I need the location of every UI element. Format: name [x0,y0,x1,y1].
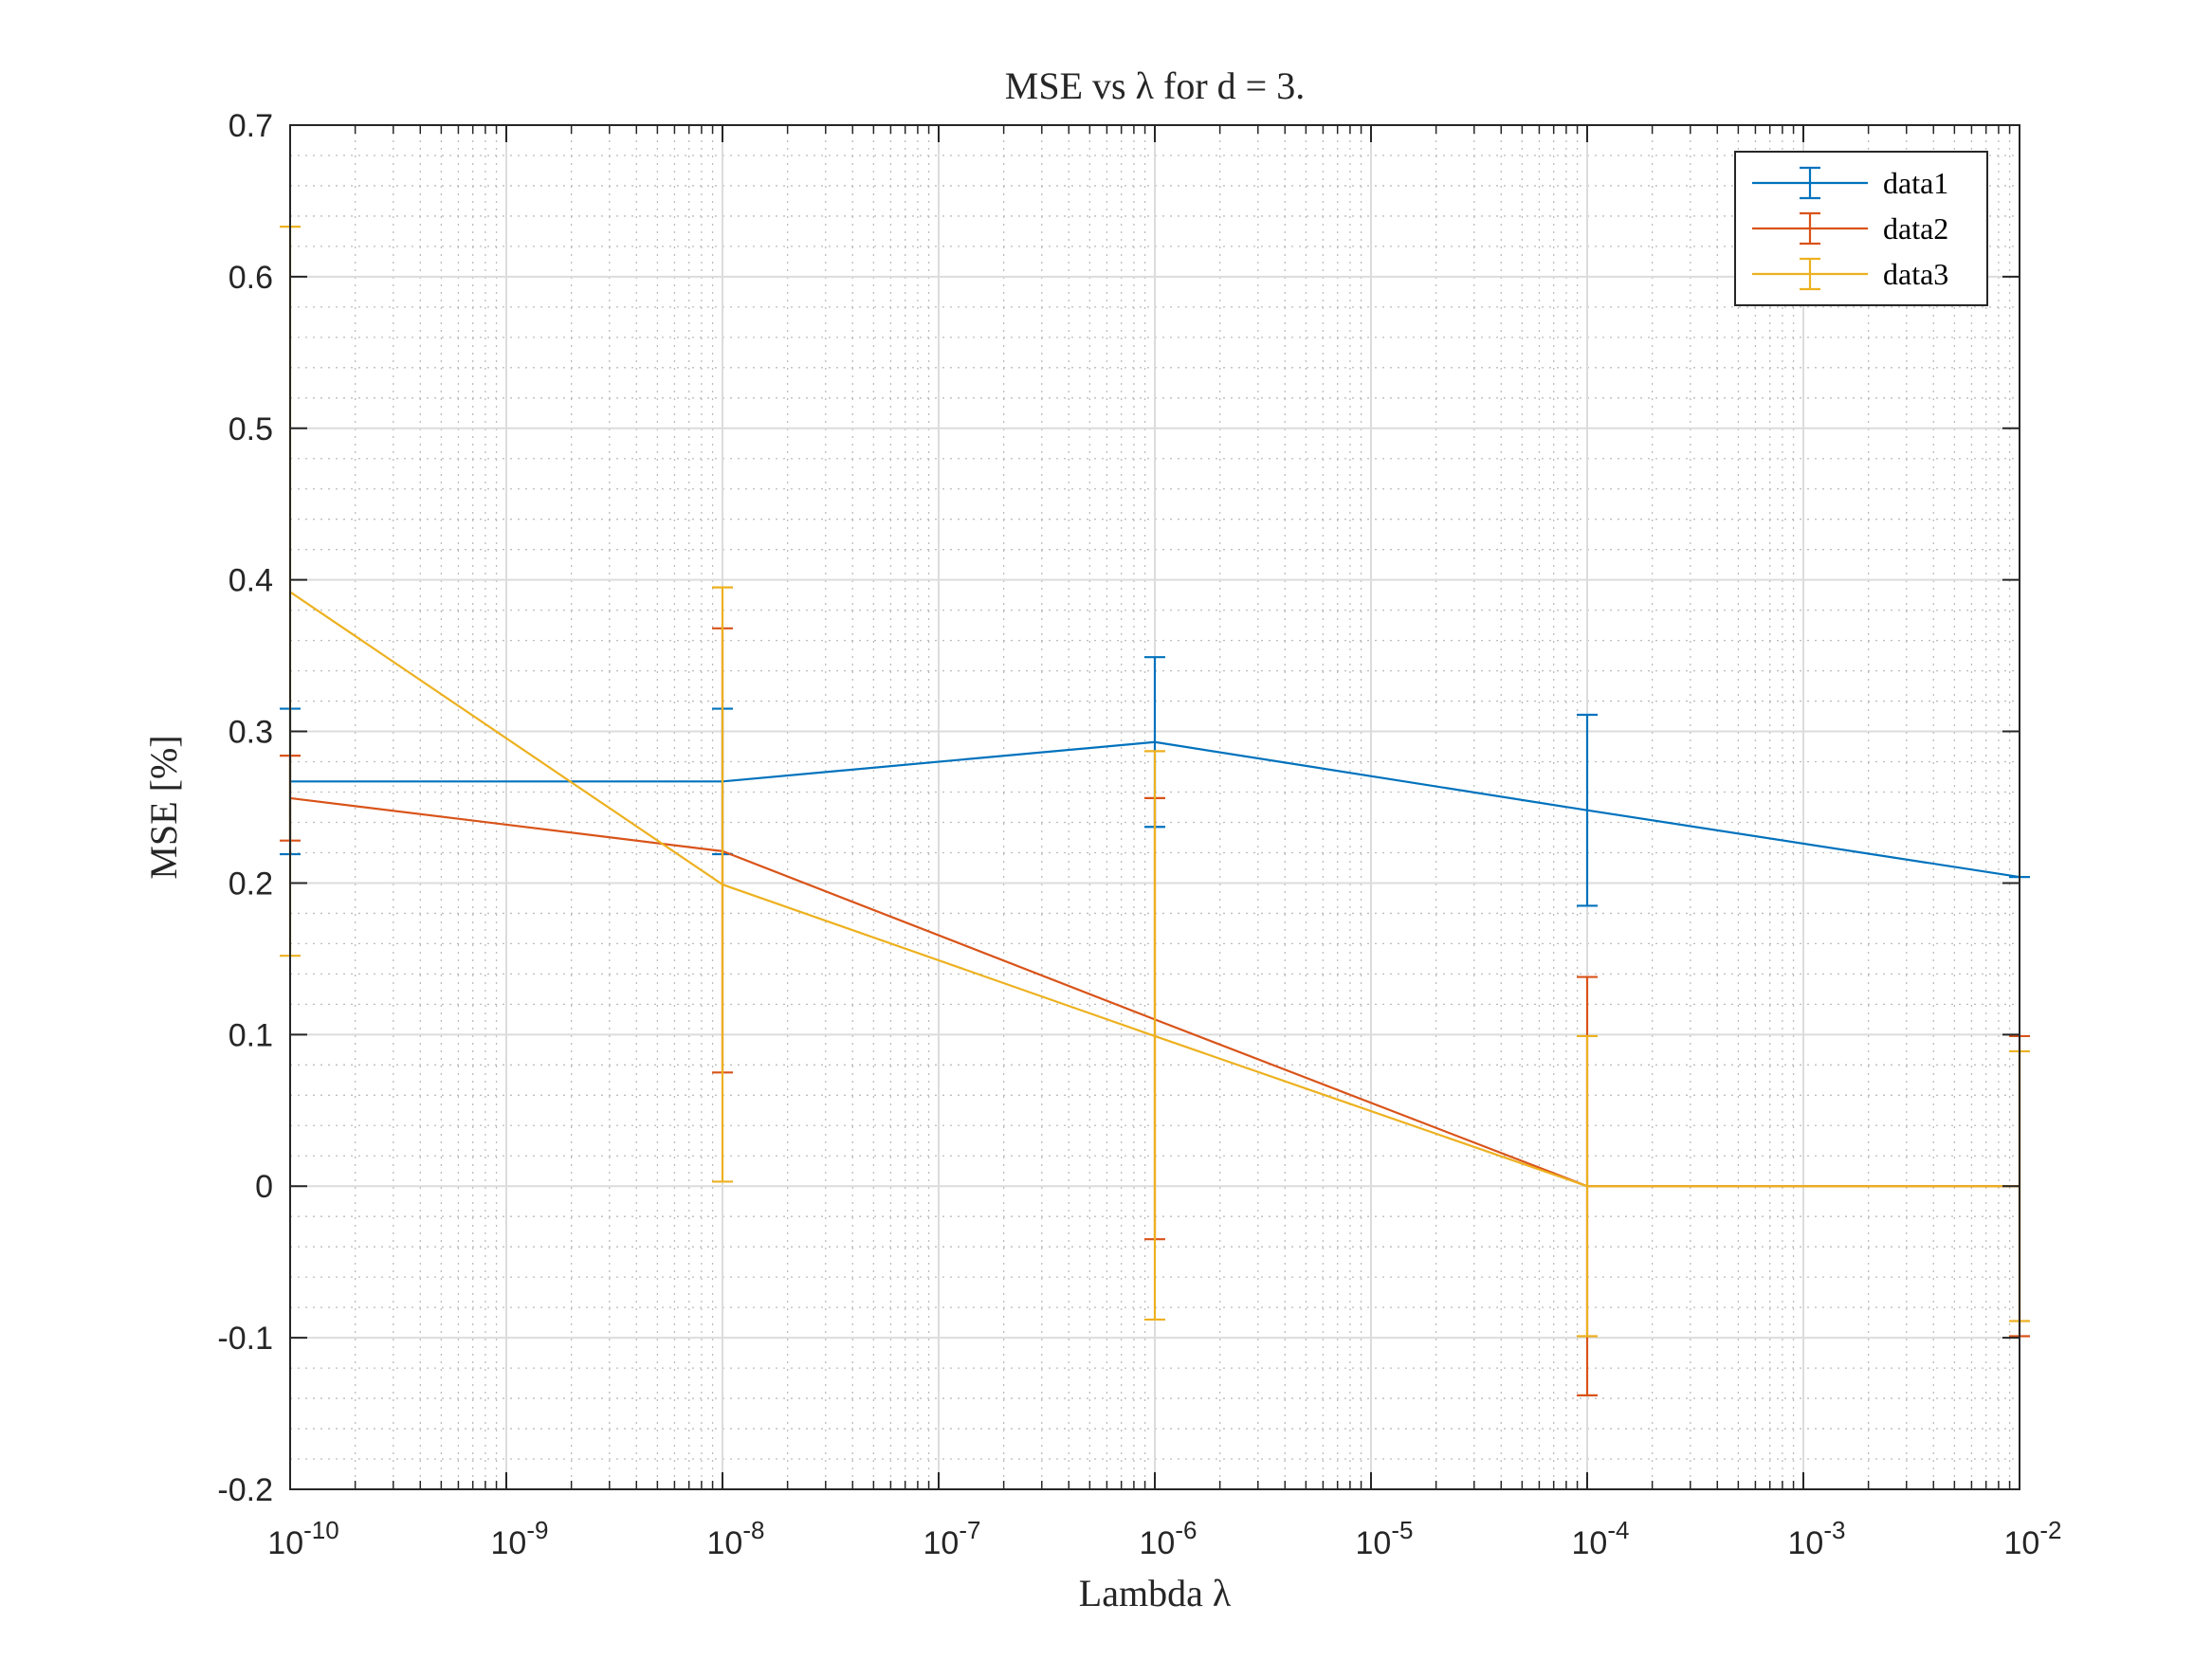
y-tick-label: 0.2 [229,866,273,902]
y-tick-label: 0.4 [229,563,273,599]
tick-labels: -0.2 -0.1 0 0.1 0.2 0.3 0.4 0.5 0.6 0.7 10-10 10-9 1… [217,108,2061,1561]
legend-entry: data2 [1752,211,1948,246]
legend-label: data1 [1883,166,1948,200]
y-tick-label: 0.6 [229,260,273,296]
ticks [289,124,2020,1490]
y-tick-label: 0.1 [229,1017,273,1053]
legend-entry: data1 [1752,166,1948,200]
x-tick-label: 10-10 [267,1516,338,1561]
legend: data1 data2 data3 [1734,151,1988,306]
chart-title: MSE vs λ for d = 3. [1005,64,1305,107]
x-tick-label: 10-3 [1788,1516,1846,1561]
y-tick-label: 0.5 [229,411,273,447]
y-axis-label: MSE [%] [142,735,185,879]
y-tick-label: 0.7 [229,108,273,144]
x-tick-label: 10-6 [1140,1516,1197,1561]
y-tick-label: 0 [255,1169,273,1205]
y-tick-label: 0.3 [229,715,273,751]
y-tick-label: -0.2 [217,1472,273,1508]
x-tick-label: 10-4 [1572,1516,1630,1561]
legend-entry: data3 [1752,257,1948,291]
legend-label: data3 [1883,257,1948,291]
y-tick-label: -0.1 [217,1321,273,1357]
legend-label: data2 [1883,211,1948,246]
x-tick-label: 10-5 [1356,1516,1414,1561]
x-tick-label: 10-2 [2004,1516,2062,1561]
x-tick-label: 10-7 [923,1516,981,1561]
x-tick-label: 10-8 [707,1516,765,1561]
x-tick-label: 10-9 [491,1516,549,1561]
x-axis-label: Lambda λ [1079,1572,1232,1614]
